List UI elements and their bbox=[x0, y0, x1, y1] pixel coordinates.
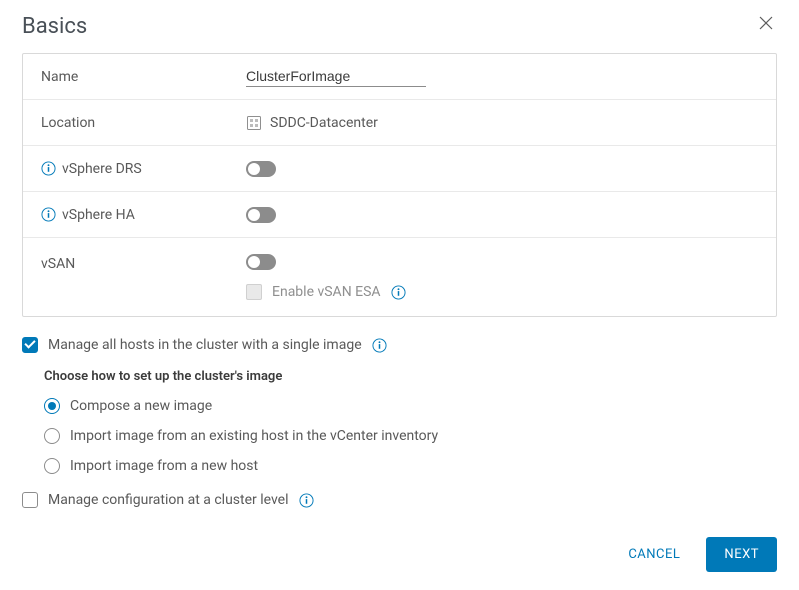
ha-label: vSphere HA bbox=[62, 207, 135, 223]
location-label: Location bbox=[41, 115, 95, 131]
manage-single-image-row: Manage all hosts in the cluster with a s… bbox=[22, 337, 777, 353]
datacenter-icon bbox=[246, 115, 262, 131]
dialog-title: Basics bbox=[22, 14, 87, 39]
cancel-button[interactable]: CANCEL bbox=[616, 537, 692, 572]
location-value: SDDC-Datacenter bbox=[270, 115, 378, 131]
ha-toggle[interactable] bbox=[246, 207, 276, 223]
radio-compose[interactable] bbox=[44, 398, 60, 414]
vsan-esa-label: Enable vSAN ESA bbox=[272, 284, 381, 300]
manage-single-image-label: Manage all hosts in the cluster with a s… bbox=[48, 337, 362, 353]
info-icon[interactable] bbox=[41, 207, 56, 222]
vsan-toggle[interactable] bbox=[246, 254, 276, 270]
radio-import-new[interactable] bbox=[44, 458, 60, 474]
radio-compose-label: Compose a new image bbox=[70, 398, 212, 414]
settings-table: Name Location SDDC-Datacenter vSphere DR… bbox=[22, 53, 777, 317]
manage-config-checkbox[interactable] bbox=[22, 492, 38, 508]
vsan-label: vSAN bbox=[41, 256, 75, 272]
radio-import-existing-label: Import image from an existing host in th… bbox=[70, 428, 438, 444]
close-icon[interactable] bbox=[755, 14, 777, 36]
name-label: Name bbox=[41, 69, 78, 85]
radio-import-new-label: Import image from a new host bbox=[70, 458, 258, 474]
row-location: Location SDDC-Datacenter bbox=[23, 100, 776, 146]
info-icon[interactable] bbox=[41, 161, 56, 176]
row-name: Name bbox=[23, 54, 776, 100]
name-input[interactable] bbox=[246, 66, 426, 87]
image-setup-heading: Choose how to set up the cluster's image bbox=[44, 369, 777, 384]
row-vsan: vSAN Enable vSAN ESA bbox=[23, 238, 776, 316]
next-button[interactable]: NEXT bbox=[706, 537, 777, 572]
radio-import-new-row: Import image from a new host bbox=[44, 458, 777, 474]
manage-config-row: Manage configuration at a cluster level bbox=[22, 492, 777, 508]
vsan-esa-checkbox bbox=[246, 284, 262, 300]
radio-import-existing-row: Import image from an existing host in th… bbox=[44, 428, 777, 444]
radio-import-existing[interactable] bbox=[44, 428, 60, 444]
row-drs: vSphere DRS bbox=[23, 146, 776, 192]
drs-toggle[interactable] bbox=[246, 161, 276, 177]
manage-config-label: Manage configuration at a cluster level bbox=[48, 492, 289, 508]
info-icon[interactable] bbox=[391, 285, 406, 300]
manage-single-image-checkbox[interactable] bbox=[22, 337, 38, 353]
drs-label: vSphere DRS bbox=[62, 161, 142, 177]
row-ha: vSphere HA bbox=[23, 192, 776, 238]
radio-compose-row: Compose a new image bbox=[44, 398, 777, 414]
info-icon[interactable] bbox=[372, 338, 387, 353]
info-icon[interactable] bbox=[299, 493, 314, 508]
